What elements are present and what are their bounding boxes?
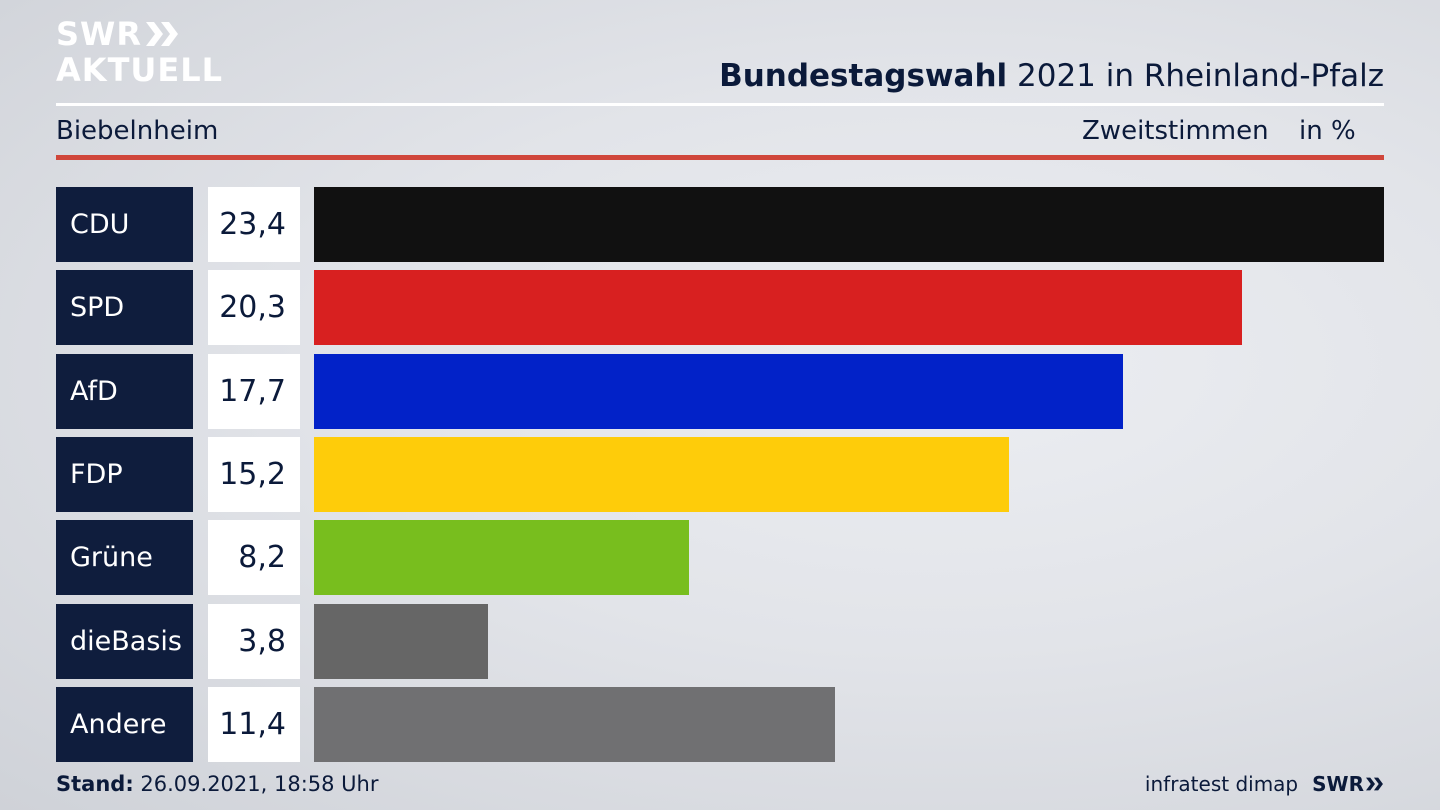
value-label: 3,8 xyxy=(208,603,300,679)
timestamp: Stand: 26.09.2021, 18:58 Uhr xyxy=(56,772,379,796)
swr-aktuell-logo: SWR AKTUELL xyxy=(56,16,223,88)
value-label: 20,3 xyxy=(208,270,300,346)
party-label: SPD xyxy=(56,270,193,346)
title-rest: 2021 in Rheinland-Pfalz xyxy=(1007,58,1384,94)
footer-credits: infratest dimap SWR xyxy=(1145,772,1384,796)
bar xyxy=(314,187,1384,262)
party-label: Andere xyxy=(56,686,193,762)
logo-aktuell-text: AKTUELL xyxy=(56,51,224,89)
value-label: 23,4 xyxy=(208,187,300,262)
party-label: Grüne xyxy=(56,520,193,596)
region-label: Biebelnheim xyxy=(56,116,219,146)
party-label: AfD xyxy=(56,353,193,429)
bar-row: AfD 17,7 xyxy=(56,353,1384,429)
double-chevron-icon xyxy=(1366,777,1383,791)
bar xyxy=(314,686,836,762)
title-bold: Bundestagswahl xyxy=(719,58,1008,94)
value-label: 15,2 xyxy=(208,436,300,512)
unit-label: in % xyxy=(1299,116,1356,146)
bar-row: FDP 15,2 xyxy=(56,436,1384,512)
value-label: 8,2 xyxy=(208,520,300,596)
party-label: CDU xyxy=(56,187,193,262)
vote-type-label: Zweitstimmen xyxy=(1082,116,1269,146)
header-divider xyxy=(56,103,1384,106)
value-label: 17,7 xyxy=(208,353,300,429)
logo-swr-text: SWR xyxy=(56,15,142,53)
bar xyxy=(314,436,1010,512)
bar-row: CDU 23,4 xyxy=(56,187,1384,262)
bar xyxy=(314,603,488,679)
value-label: 11,4 xyxy=(208,686,300,762)
party-label: FDP xyxy=(56,436,193,512)
bar xyxy=(314,520,689,596)
stand-label: Stand: xyxy=(56,772,134,796)
bar-row: Grüne 8,2 xyxy=(56,520,1384,596)
double-chevron-icon xyxy=(145,22,178,46)
party-label: dieBasis xyxy=(56,603,193,679)
chart-title: Bundestagswahl 2021 in Rheinland-Pfalz xyxy=(719,58,1384,94)
source-label: infratest dimap xyxy=(1144,772,1299,796)
footer-swr-logo: SWR xyxy=(1312,772,1384,796)
bar xyxy=(314,353,1124,429)
bar-row: dieBasis 3,8 xyxy=(56,603,1384,679)
bar-row: SPD 20,3 xyxy=(56,270,1384,346)
footer-swr-text: SWR xyxy=(1312,772,1364,796)
accent-rule xyxy=(56,155,1384,160)
bar xyxy=(314,270,1243,346)
stand-value: 26.09.2021, 18:58 Uhr xyxy=(133,772,379,796)
bar-row: Andere 11,4 xyxy=(56,686,1384,762)
